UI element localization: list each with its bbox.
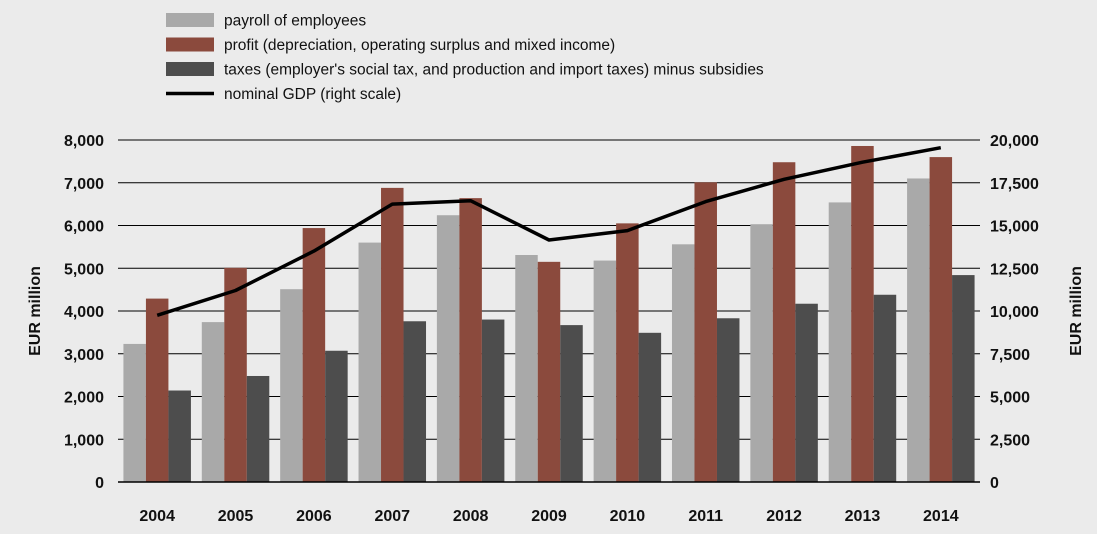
legend-label: payroll of employees bbox=[224, 13, 366, 30]
legend: payroll of employees profit (depreciation… bbox=[166, 13, 764, 103]
bar-taxes bbox=[325, 350, 348, 482]
bar-profit bbox=[459, 198, 482, 482]
y-tick-label-right: 20,000 bbox=[990, 133, 1039, 150]
bar-payroll bbox=[907, 178, 930, 482]
y-tick-label-right: 2,500 bbox=[990, 432, 1030, 449]
bar-taxes bbox=[716, 318, 740, 482]
y-tick-label-left: 4,000 bbox=[64, 304, 104, 321]
legend-label: taxes (employer's social tax, and produc… bbox=[224, 62, 764, 79]
y-tick-label-right: 0 bbox=[990, 475, 999, 492]
bar-profit bbox=[224, 267, 247, 482]
y-tick-label-right: 12,500 bbox=[990, 261, 1039, 278]
y-tick-label-left: 2,000 bbox=[64, 390, 104, 407]
bar-profit bbox=[929, 157, 953, 482]
y-tick-label-right: 7,500 bbox=[990, 347, 1030, 364]
bar-taxes bbox=[873, 294, 897, 482]
x-tick-label: 2012 bbox=[766, 508, 802, 525]
bar-taxes bbox=[560, 325, 583, 482]
gdp-line bbox=[156, 145, 942, 317]
legend-swatch bbox=[166, 13, 214, 27]
axes: 0 0 1,000 2,500 2,000 5,000 3,000 7,500 4,000 10,… bbox=[64, 133, 1039, 525]
bar-profit bbox=[381, 187, 404, 482]
y-tick-label-left: 8,000 bbox=[64, 133, 104, 150]
bar-payroll bbox=[436, 215, 460, 483]
bar-profit bbox=[772, 162, 796, 483]
y-tick-label-right: 15,000 bbox=[990, 219, 1039, 236]
bar-profit bbox=[302, 228, 326, 482]
x-tick-label: 2010 bbox=[610, 508, 646, 525]
bar-profit bbox=[851, 145, 874, 483]
bar-taxes bbox=[481, 319, 505, 482]
x-tick-label: 2008 bbox=[453, 508, 489, 525]
y-tick-label-left: 6,000 bbox=[64, 219, 104, 236]
x-tick-label: 2014 bbox=[923, 508, 959, 525]
y-tick-label-left: 7,000 bbox=[64, 176, 104, 193]
legend-label: nominal GDP (right scale) bbox=[224, 86, 401, 103]
x-tick-label: 2009 bbox=[531, 508, 567, 525]
bar-taxes bbox=[638, 332, 662, 482]
bar-payroll bbox=[750, 224, 773, 482]
bar-taxes bbox=[795, 303, 818, 482]
y-tick-label-right: 5,000 bbox=[990, 390, 1030, 407]
bar-payroll bbox=[593, 260, 617, 482]
bar-taxes bbox=[952, 275, 975, 482]
x-tick-label: 2007 bbox=[374, 508, 410, 525]
bar-payroll bbox=[358, 242, 382, 482]
bar-taxes bbox=[246, 375, 270, 482]
y-axis-title-right: EUR million bbox=[1068, 266, 1085, 356]
x-tick-label: 2013 bbox=[845, 508, 881, 525]
legend-swatch bbox=[166, 37, 214, 52]
bar-taxes bbox=[168, 390, 191, 482]
bar-payroll bbox=[280, 289, 303, 482]
x-tick-label: 2004 bbox=[139, 508, 175, 525]
legend-swatch bbox=[166, 62, 214, 76]
bars bbox=[123, 145, 975, 483]
bar-profit bbox=[694, 182, 717, 482]
y-tick-label-left: 0 bbox=[95, 475, 104, 492]
y-tick-label-left: 3,000 bbox=[64, 347, 104, 364]
x-tick-label: 2005 bbox=[218, 508, 254, 525]
gdp-line-layer bbox=[156, 145, 942, 317]
bar-payroll bbox=[515, 254, 538, 482]
bar-payroll bbox=[123, 343, 146, 482]
bar-payroll bbox=[671, 244, 695, 482]
x-tick-label: 2006 bbox=[296, 508, 332, 525]
bar-taxes bbox=[403, 321, 427, 482]
legend-label: profit (depreciation, operating surplus … bbox=[224, 37, 615, 54]
bar-payroll bbox=[828, 202, 852, 483]
y-tick-label-right: 10,000 bbox=[990, 304, 1039, 321]
bar-profit bbox=[616, 223, 639, 483]
y-tick-label-right: 17,500 bbox=[990, 176, 1039, 193]
x-tick-label: 2011 bbox=[688, 508, 723, 525]
y-tick-label-left: 1,000 bbox=[64, 432, 104, 449]
bar-payroll bbox=[201, 322, 225, 482]
bar-profit bbox=[537, 261, 561, 482]
bar-profit bbox=[145, 298, 169, 482]
y-tick-label-left: 5,000 bbox=[64, 261, 104, 278]
y-axis-title-left: EUR million bbox=[27, 266, 44, 356]
